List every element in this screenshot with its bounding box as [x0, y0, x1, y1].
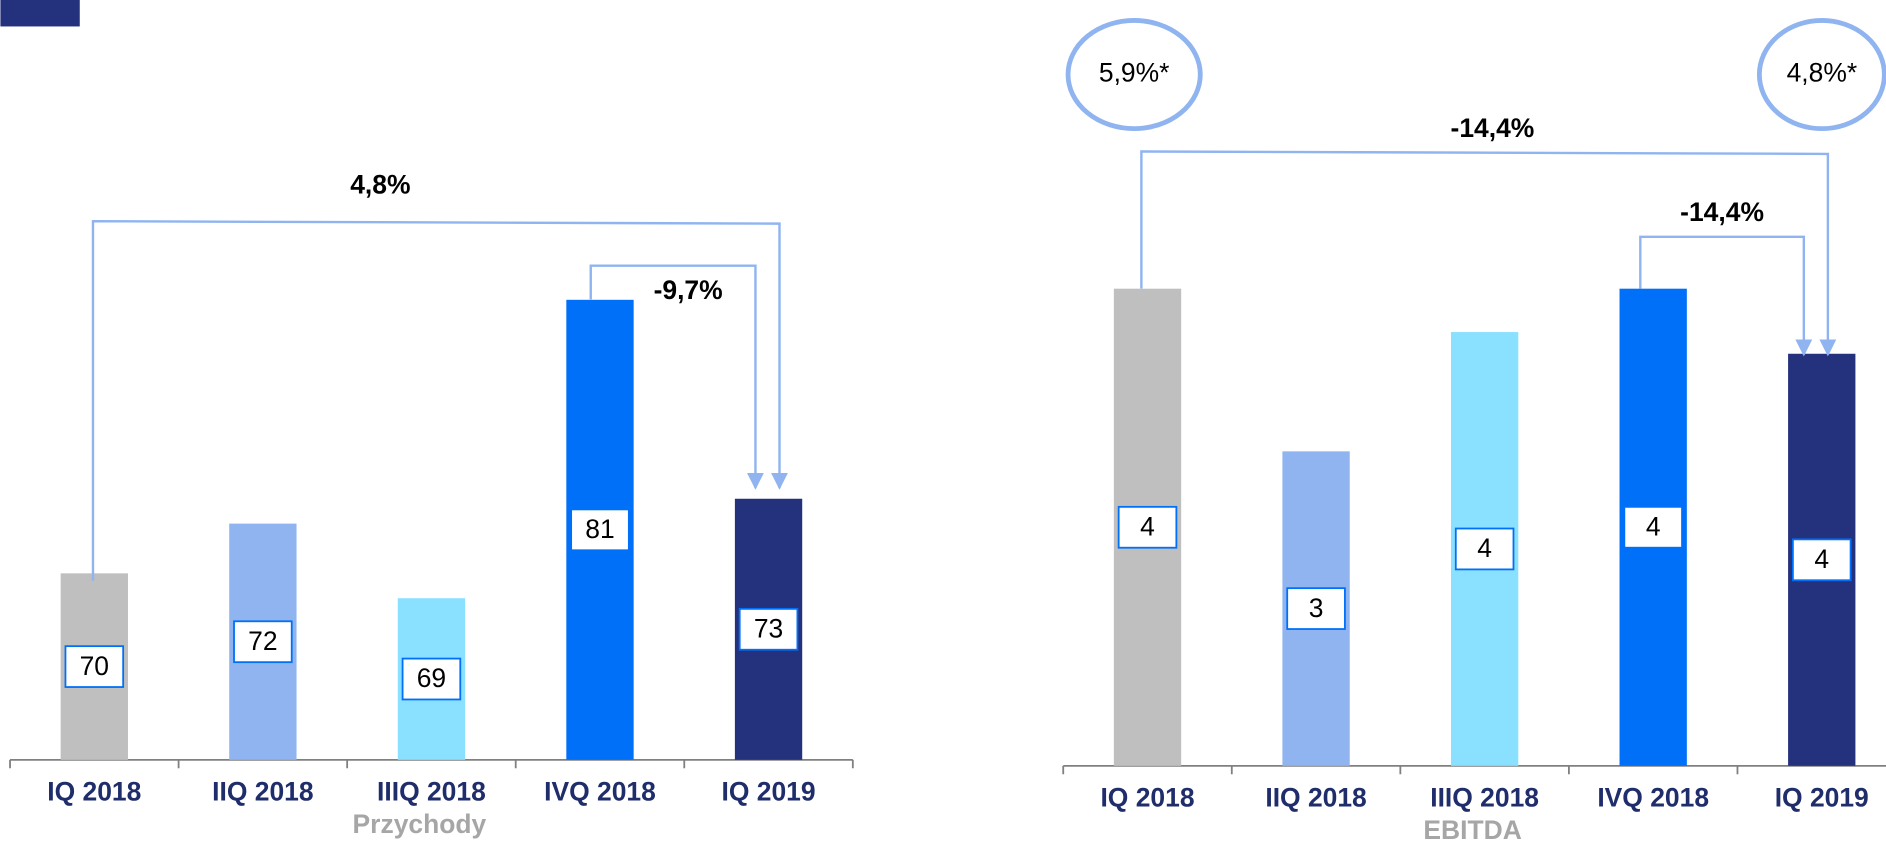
logo-block — [0, 0, 80, 27]
circle-callout — [1756, 18, 1886, 132]
value-label-box — [233, 620, 293, 664]
value-label: 81 — [585, 514, 614, 544]
annotation: -14,4% — [1680, 197, 1764, 227]
x-tick-label: IVQ 2018 — [544, 776, 656, 806]
value-label-box — [1286, 587, 1346, 630]
x-tick-label: IIIQ 2018 — [377, 776, 486, 806]
x-tick-label: IQ 2018 — [47, 776, 141, 806]
circle-label: 4,8%* — [1787, 58, 1858, 88]
annotation: 4,8% — [350, 169, 410, 199]
x-tick-label: IIQ 2018 — [1265, 783, 1366, 813]
value-label: 4 — [1646, 511, 1661, 541]
x-tick-label: IIQ 2018 — [212, 776, 313, 806]
value-label: 3 — [1309, 593, 1324, 623]
chart-title: Przychody — [353, 809, 487, 839]
value-label-box — [1791, 538, 1852, 582]
value-label-box — [1117, 505, 1178, 549]
bracket-arrow — [1140, 150, 1837, 357]
x-tick-label: IQ 2019 — [722, 776, 816, 806]
bracket-arrow — [1639, 235, 1813, 357]
annotation: -9,7% — [654, 275, 723, 305]
bracket-arrow — [91, 220, 788, 581]
x-tick-label: IQ 2018 — [1100, 783, 1194, 813]
circle-label: 5,9%* — [1099, 58, 1170, 88]
value-label-box — [64, 645, 125, 688]
value-label: 69 — [417, 663, 446, 693]
value-label-box — [401, 657, 462, 701]
x-tick-label: IVQ 2018 — [1597, 783, 1709, 813]
value-label: 70 — [80, 651, 109, 681]
value-label-box — [1623, 505, 1683, 549]
chart-title: EBITDA — [1423, 815, 1521, 844]
value-label: 4 — [1477, 533, 1492, 563]
value-label: 4 — [1140, 511, 1155, 541]
x-tick-label: IQ 2019 — [1775, 783, 1869, 813]
value-label: 4 — [1814, 544, 1829, 574]
circle-callout — [1065, 18, 1203, 132]
value-label: 72 — [248, 626, 277, 656]
annotation: -14,4% — [1451, 113, 1535, 143]
bracket-arrow — [589, 264, 764, 490]
value-label-box — [570, 508, 630, 552]
x-tick-label: IIIQ 2018 — [1430, 783, 1539, 813]
value-label-box — [1454, 527, 1515, 571]
value-label: 73 — [754, 613, 783, 643]
value-label-box — [738, 607, 799, 651]
